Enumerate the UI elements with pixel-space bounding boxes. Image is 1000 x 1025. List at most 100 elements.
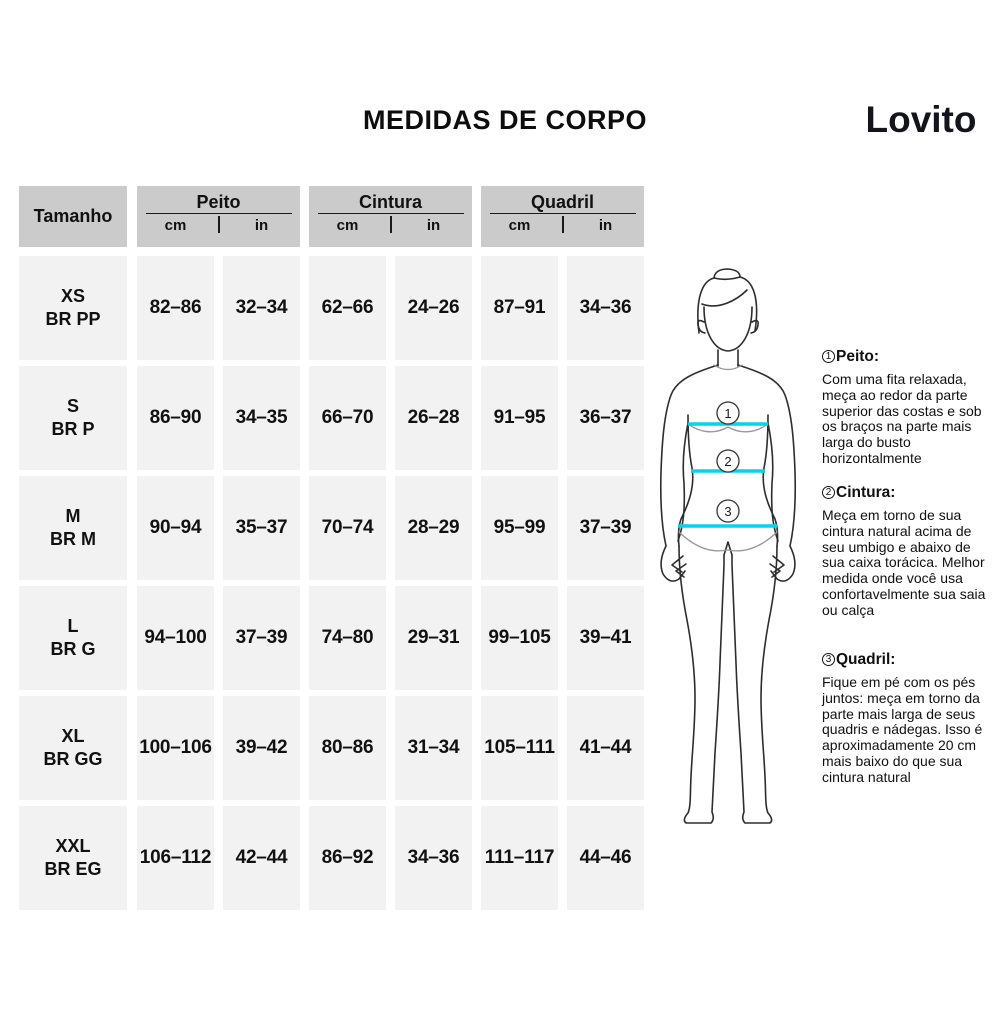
body-measurement-figure: 1 2 3 xyxy=(659,268,797,824)
value-cell-cintura-in: 34–36 xyxy=(395,806,472,910)
instruction-cintura: 2 Cintura: Meça em torno de sua cintura … xyxy=(822,484,986,619)
value-cell-peito-in: 39–42 xyxy=(223,696,300,800)
value-cell-peito-cm: 90–94 xyxy=(137,476,214,580)
header-group-quadril: Quadril cm in xyxy=(481,186,644,247)
table-header-row: Tamanho Peito cm in Cintura cm in xyxy=(19,186,644,247)
instruction-heading: 1 Peito: xyxy=(822,348,986,365)
unit-divider xyxy=(218,216,220,233)
value-cell-quadril-cm: 99–105 xyxy=(481,586,558,690)
body-detail-lines xyxy=(678,364,778,552)
group-label: Quadril xyxy=(530,192,594,212)
br-size-label: BR G xyxy=(50,639,96,659)
measurement-markers: 1 2 3 xyxy=(716,401,740,523)
header-group-cintura: Cintura cm in xyxy=(309,186,472,247)
unit-label-in: in xyxy=(254,217,269,234)
size-label-cell: XL BR GG xyxy=(19,696,127,800)
value-cell-cintura-cm: 86–92 xyxy=(309,806,386,910)
instruction-text: Fique em pé com os pés juntos: meça em t… xyxy=(822,674,983,785)
size-label: M xyxy=(65,506,81,526)
value-cell-cintura-in: 29–31 xyxy=(395,586,472,690)
value-cell-peito-in: 32–34 xyxy=(223,256,300,360)
table-row-l: L BR G 94–100 37–39 74–80 29–31 99–105 3… xyxy=(19,586,644,690)
value-cell-peito-cm: 106–112 xyxy=(137,806,214,910)
br-size-label: BR EG xyxy=(44,859,102,879)
marker-number-2: 2 xyxy=(724,454,731,469)
unit-divider xyxy=(390,216,392,233)
value-cell-cintura-cm: 62–66 xyxy=(309,256,386,360)
marker-circle-3 xyxy=(716,499,740,523)
size-label: L xyxy=(67,616,79,636)
size-label-cell: S BR P xyxy=(19,366,127,470)
br-size-label: BR P xyxy=(51,419,95,439)
value-cell-peito-in: 34–35 xyxy=(223,366,300,470)
marker-number-3: 3 xyxy=(724,504,731,519)
group-underline xyxy=(317,213,464,214)
br-size-label: BR PP xyxy=(45,309,101,329)
table-row-s: S BR P 86–90 34–35 66–70 26–28 91–95 36–… xyxy=(19,366,644,470)
size-label: XXL xyxy=(55,836,91,856)
marker-circle-2 xyxy=(716,449,740,473)
value-cell-quadril-cm: 91–95 xyxy=(481,366,558,470)
group-underline xyxy=(145,213,292,214)
unit-label-cm: cm xyxy=(164,217,187,234)
value-cell-peito-in: 37–39 xyxy=(223,586,300,690)
value-cell-cintura-in: 24–26 xyxy=(395,256,472,360)
value-cell-quadril-in: 41–44 xyxy=(567,696,644,800)
unit-label-cm: cm xyxy=(508,217,531,234)
size-label: XS xyxy=(60,286,85,306)
value-cell-peito-cm: 82–86 xyxy=(137,256,214,360)
instruction-peito: 1 Peito: Com uma fita relaxada, meça ao … xyxy=(822,348,986,467)
marker-number-1: 1 xyxy=(724,406,731,421)
instruction-label: Quadril: xyxy=(836,651,896,668)
value-cell-quadril-cm: 95–99 xyxy=(481,476,558,580)
br-size-label: BR GG xyxy=(43,749,103,769)
group-label: Cintura xyxy=(359,192,422,212)
value-cell-peito-in: 42–44 xyxy=(223,806,300,910)
circled-number-icon: 2 xyxy=(822,486,835,499)
br-size-label: BR M xyxy=(50,529,96,549)
instruction-label: Peito: xyxy=(836,348,880,365)
marker-circle-1 xyxy=(716,401,740,425)
circled-number-icon: 3 xyxy=(822,653,835,666)
size-label-cell: XS BR PP xyxy=(19,256,127,360)
value-cell-peito-cm: 86–90 xyxy=(137,366,214,470)
value-cell-quadril-cm: 105–111 xyxy=(481,696,558,800)
size-label-cell: M BR M xyxy=(19,476,127,580)
value-cell-quadril-in: 44–46 xyxy=(567,806,644,910)
value-cell-cintura-cm: 80–86 xyxy=(309,696,386,800)
table-row-xl: XL BR GG 100–106 39–42 80–86 31–34 105–1… xyxy=(19,696,644,800)
value-cell-cintura-in: 31–34 xyxy=(395,696,472,800)
table-row-xxl: XXL BR EG 106–112 42–44 86–92 34–36 111–… xyxy=(19,806,644,910)
group-underline xyxy=(489,213,636,214)
value-cell-cintura-cm: 74–80 xyxy=(309,586,386,690)
value-cell-quadril-in: 39–41 xyxy=(567,586,644,690)
table-row-m: M BR M 90–94 35–37 70–74 28–29 95–99 37–… xyxy=(19,476,644,580)
value-cell-quadril-in: 36–37 xyxy=(567,366,644,470)
value-cell-cintura-in: 26–28 xyxy=(395,366,472,470)
instruction-text: Meça em torno de sua cintura natural aci… xyxy=(822,507,986,618)
value-cell-quadril-in: 34–36 xyxy=(567,256,644,360)
header-cell-tamanho: Tamanho xyxy=(19,186,127,247)
table-row-xs: XS BR PP 82–86 32–34 62–66 24–26 87–91 3… xyxy=(19,256,644,360)
body-outline xyxy=(659,268,797,824)
group-label: Peito xyxy=(196,192,241,212)
brand-logo: Lovito xyxy=(865,99,977,140)
instruction-text: Com uma fita relaxada, meça ao redor da … xyxy=(822,371,982,466)
value-cell-peito-cm: 94–100 xyxy=(137,586,214,690)
instruction-heading: 2 Cintura: xyxy=(822,484,986,501)
unit-label-cm: cm xyxy=(336,217,359,234)
unit-label-in: in xyxy=(598,217,613,234)
instruction-label: Cintura: xyxy=(836,484,896,501)
value-cell-quadril-in: 37–39 xyxy=(567,476,644,580)
instruction-quadril: 3 Quadril: Fique em pé com os pés juntos… xyxy=(822,651,986,786)
value-cell-peito-cm: 100–106 xyxy=(137,696,214,800)
circled-number-icon: 1 xyxy=(822,350,835,363)
size-label-cell: L BR G xyxy=(19,586,127,690)
instruction-heading: 3 Quadril: xyxy=(822,651,986,668)
size-label-cell: XXL BR EG xyxy=(19,806,127,910)
value-cell-cintura-cm: 66–70 xyxy=(309,366,386,470)
value-cell-quadril-cm: 111–117 xyxy=(481,806,558,910)
value-cell-quadril-cm: 87–91 xyxy=(481,256,558,360)
value-cell-peito-in: 35–37 xyxy=(223,476,300,580)
